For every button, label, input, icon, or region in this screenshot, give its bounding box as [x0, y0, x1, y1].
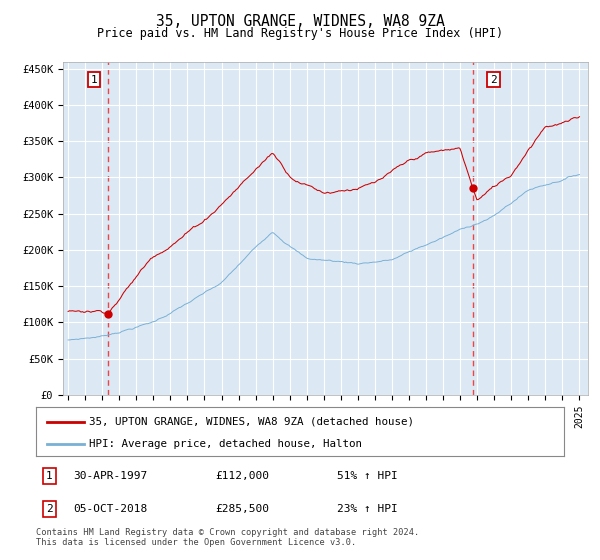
- Text: £285,500: £285,500: [215, 504, 269, 514]
- Text: Contains HM Land Registry data © Crown copyright and database right 2024.
This d: Contains HM Land Registry data © Crown c…: [36, 528, 419, 547]
- Text: 1: 1: [91, 74, 98, 85]
- Text: 35, UPTON GRANGE, WIDNES, WA8 9ZA (detached house): 35, UPTON GRANGE, WIDNES, WA8 9ZA (detac…: [89, 417, 414, 427]
- Text: 35, UPTON GRANGE, WIDNES, WA8 9ZA: 35, UPTON GRANGE, WIDNES, WA8 9ZA: [155, 14, 445, 29]
- Text: 1: 1: [46, 471, 53, 481]
- Text: 51% ↑ HPI: 51% ↑ HPI: [337, 471, 398, 481]
- Text: 30-APR-1997: 30-APR-1997: [73, 471, 147, 481]
- Text: 05-OCT-2018: 05-OCT-2018: [73, 504, 147, 514]
- Text: Price paid vs. HM Land Registry's House Price Index (HPI): Price paid vs. HM Land Registry's House …: [97, 27, 503, 40]
- Text: HPI: Average price, detached house, Halton: HPI: Average price, detached house, Halt…: [89, 439, 362, 449]
- Text: 2: 2: [490, 74, 497, 85]
- Text: 2: 2: [46, 504, 53, 514]
- Text: £112,000: £112,000: [215, 471, 269, 481]
- Text: 23% ↑ HPI: 23% ↑ HPI: [337, 504, 398, 514]
